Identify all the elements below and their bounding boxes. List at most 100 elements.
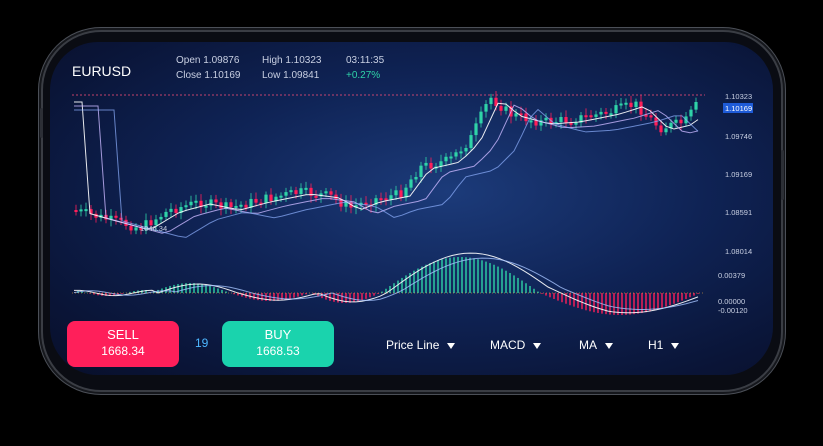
macd-tick: -0.00120 [718,306,748,315]
candle-body [659,125,663,133]
price-tick: 1.09746 [725,132,752,141]
candle-body [499,105,503,111]
candle-body [469,135,473,149]
candle-body [459,151,463,154]
candle-body [504,106,508,111]
candle-body [444,156,448,162]
macd-label: MACD [490,338,526,352]
timeframe-dropdown[interactable]: H1 [648,338,680,352]
candle-body [194,200,198,203]
candle-body [149,220,153,226]
price-tick: 1.08014 [725,247,752,256]
candle-body [269,194,273,202]
candle-body [329,191,333,195]
candle-body [424,162,428,166]
candle-body [264,194,268,204]
price-tick: 1.10323 [725,92,752,101]
candle-body [289,190,293,193]
candle-body [594,114,598,117]
candle-body [669,122,673,129]
candle-body [109,215,113,220]
candle-body [674,119,678,123]
sell-label: SELL [107,327,139,342]
candle-body [169,208,173,212]
timeframe-label: H1 [648,338,664,352]
candle-body [609,113,613,116]
price-tick-current: 1.10169 [725,104,752,113]
candle-body [584,115,588,118]
candle-body [629,102,633,107]
candle-body [319,193,323,197]
candle-body [454,152,458,157]
candle-body [694,101,698,110]
candle-body [259,202,263,205]
low-value: Low 1.09841 [262,70,320,81]
current-price-marker [723,103,753,113]
candle-body [234,205,238,208]
candle-body [534,120,538,126]
candle-body [274,196,278,202]
chevron-down-icon [533,342,542,349]
candle-body [179,207,183,213]
buy-button[interactable]: BUY 1668.53 [222,321,334,367]
candle-body [244,204,248,208]
change-value: +0.27% [346,70,381,81]
candle-body [114,215,118,218]
candle-body [429,162,433,169]
candle-body [309,187,313,196]
candle-body [344,201,348,207]
candle-body [84,209,88,212]
price-line-dropdown[interactable]: Price Line [386,338,456,352]
ma-dropdown[interactable]: MA [579,338,613,352]
candle-body [479,111,483,124]
candle-body [224,202,228,209]
candle-body [404,187,408,198]
macd-dropdown[interactable]: MACD [490,338,542,352]
candle-body [314,195,318,198]
candle-body [519,113,523,116]
candle-body [144,220,148,231]
candle-body [449,156,453,159]
candle-body [199,200,203,207]
candle-body [124,219,128,226]
sell-price: 1668.34 [101,344,145,358]
candle-body [354,205,358,208]
candle-body [419,165,423,177]
candle-body [569,122,573,125]
macd-tick: 0.00000 [718,297,745,306]
candle-body [544,117,548,121]
open-value: Open 1.09876 [176,55,240,66]
moving-average-line [74,104,699,234]
price-tick: 1.08591 [725,208,752,217]
candle-body [284,192,288,196]
candle-body [619,103,623,106]
candle-body [209,199,213,206]
candle-body [579,115,583,123]
candle-body [634,101,638,107]
candle-body [239,204,243,207]
candle-body [204,205,208,208]
candle-body [374,198,378,205]
chevron-down-icon [447,342,456,349]
buy-price: 1668.53 [256,344,300,358]
candle-body [604,111,608,114]
candle-body [134,227,138,231]
candle-body [184,205,188,208]
sell-button[interactable]: SELL 1668.34 [67,321,179,367]
candle-body [409,179,413,188]
candle-body [254,198,258,203]
candle-body [89,209,93,214]
candle-body [464,148,468,152]
candle-body [414,176,418,180]
chevron-down-icon [671,342,680,349]
candle-body [624,102,628,105]
candle-body [299,188,303,195]
candle-body [214,199,218,203]
candle-body [514,113,518,117]
candle-body [664,128,668,133]
candle-body [539,120,543,126]
phone-side-button [40,108,43,138]
candle-body [639,101,643,115]
candle-body [589,115,593,118]
spread-value: 19 [195,336,209,350]
